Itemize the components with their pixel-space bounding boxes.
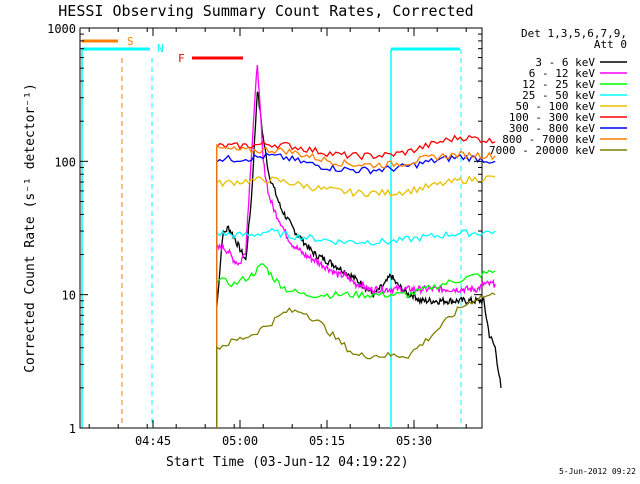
series-line-6	[216, 152, 496, 428]
series-group	[216, 64, 502, 428]
annotation-s-label: S	[127, 35, 134, 48]
y-tick-label-3: 1000	[47, 22, 76, 36]
x-axis-label: Start Time (03-Jun-12 04:19:22)	[166, 455, 409, 470]
legend-label-6: 300 - 800 keV	[509, 122, 595, 135]
legend-label-0: 3 - 6 keV	[535, 56, 595, 69]
x-tick-label-2: 05:00	[222, 434, 258, 448]
time-markers	[81, 49, 462, 428]
legend-label-2: 12 - 25 keV	[522, 78, 595, 91]
legend-label-5: 100 - 300 keV	[509, 111, 595, 124]
status-bars: S N F	[82, 35, 460, 65]
y-tick-label-1: 10	[62, 289, 76, 303]
x-tick-label-1: 04:45	[135, 434, 171, 448]
legend-label-7: 800 - 7000 keV	[502, 133, 595, 146]
legend-header-line2: Att 0	[594, 38, 627, 51]
plot-frame	[79, 27, 483, 429]
annotation-f-label: F	[178, 52, 185, 65]
legend-label-4: 50 - 100 keV	[516, 100, 596, 113]
footer-timestamp: 5-Jun-2012 09:22	[559, 467, 636, 476]
series-line-3	[216, 227, 496, 428]
legend-header-line1: Det 1,3,5,6,7,9,	[521, 27, 627, 40]
series-line-4	[216, 175, 496, 428]
series-line-5	[216, 134, 496, 428]
series-line-1	[216, 64, 496, 428]
y-axis-ticks: 1 10 100 1000	[47, 22, 482, 436]
series-line-0	[216, 91, 502, 428]
x-axis-ticks: 04:45 05:00 05:15 05:30	[88, 28, 467, 448]
y-tick-label-2: 100	[54, 155, 76, 169]
x-tick-label-4: 05:30	[396, 434, 432, 448]
legend-label-1: 6 - 12 keV	[529, 67, 596, 80]
legend-label-3: 25 - 50 keV	[522, 89, 595, 102]
y-axis-label: Corrected Count Rate (s⁻¹ detector⁻¹)	[23, 83, 38, 373]
annotation-n-label: N	[157, 42, 164, 55]
x-tick-label-3: 05:15	[309, 434, 345, 448]
y-tick-label-0: 1	[69, 422, 76, 436]
chart-title: HESSI Observing Summary Count Rates, Cor…	[58, 2, 473, 20]
series-line-2	[216, 263, 496, 428]
legend-label-8: 7000 - 20000 keV	[489, 144, 595, 157]
series-line-7	[216, 143, 496, 428]
series-line-8	[216, 292, 496, 428]
